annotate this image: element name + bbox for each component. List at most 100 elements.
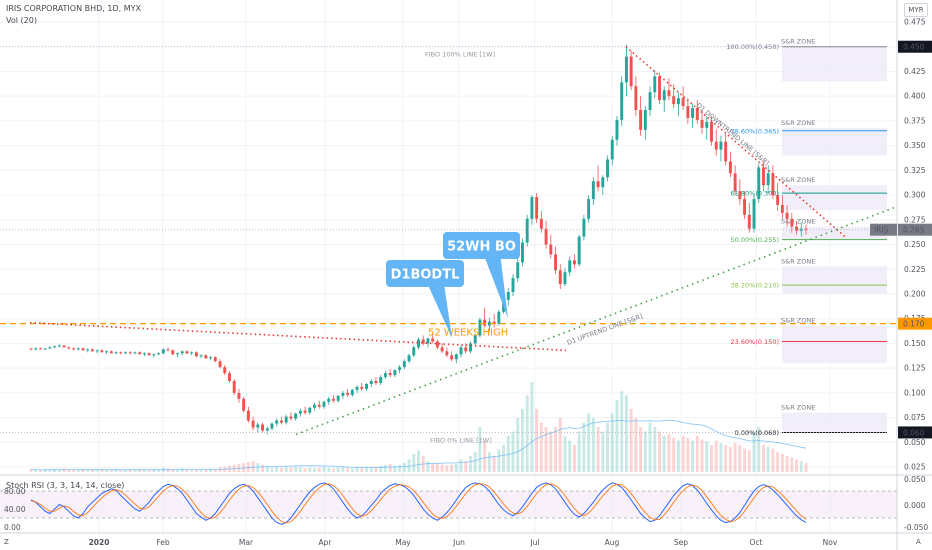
volume-bar <box>72 470 75 472</box>
volume-bar <box>402 463 406 472</box>
volume-bar <box>639 427 643 472</box>
candle-body <box>591 181 595 200</box>
y-tick-label: 0.075 <box>904 413 926 422</box>
candle-body <box>355 386 359 390</box>
candle-body <box>417 339 420 348</box>
volume-bar <box>256 463 260 472</box>
volume-bar <box>185 469 189 472</box>
volume-bar <box>109 470 113 472</box>
currency-button[interactable]: MYR <box>904 3 928 17</box>
volume-bar <box>762 445 765 472</box>
callout-d1bodtl-pointer <box>428 287 452 338</box>
candle-body <box>563 272 567 285</box>
candle-body <box>610 139 614 160</box>
y-tick-label: 0.150 <box>904 339 926 348</box>
candle-body <box>516 262 520 279</box>
volume-bar <box>336 467 340 472</box>
volume-bar <box>180 468 184 472</box>
fibo-100-label: FIBO 100% LINE [1W] <box>425 51 495 59</box>
volume-bar <box>29 469 33 472</box>
candle-body <box>464 347 468 352</box>
volume-bar <box>86 470 90 472</box>
volume-bar <box>246 462 250 472</box>
volume-bar <box>780 454 784 472</box>
volume-bar <box>114 469 118 472</box>
candle-body <box>762 167 765 186</box>
volume-bar <box>166 468 170 472</box>
volume-bar <box>757 427 761 472</box>
x-tick-label: Mar <box>239 538 254 547</box>
volume-bar <box>435 463 439 472</box>
candle-body <box>152 354 156 356</box>
sr-zone-label: S&R ZONE <box>781 176 815 184</box>
volume-bar <box>237 463 241 472</box>
volume-bars <box>29 382 808 472</box>
fib-level-label: 61.80%(0.300) <box>731 190 779 198</box>
y-tick-label: 0.050 <box>904 438 926 447</box>
auto-scale-button[interactable]: A <box>916 538 921 546</box>
candle-body <box>705 121 709 128</box>
stoch-y-tick: 40.00 <box>4 505 26 514</box>
candle-body <box>360 386 364 389</box>
volume-bar <box>128 469 132 472</box>
candle-body <box>728 161 732 174</box>
x-tick-label: Jun <box>452 538 465 547</box>
volume-bar <box>199 470 203 472</box>
volume-bar <box>303 468 307 472</box>
candle-body <box>804 228 808 230</box>
stoch-y-tick: 0.00 <box>4 523 21 532</box>
volume-bar <box>369 467 373 472</box>
candle-body <box>520 242 524 263</box>
volume-bar <box>393 465 397 472</box>
candle-body <box>426 338 430 344</box>
volume-bar <box>539 422 543 472</box>
candle-body <box>29 348 33 350</box>
volume-bar <box>374 466 378 472</box>
volume-bar <box>530 382 534 472</box>
stoch-right-tick: 0.000 <box>904 501 926 510</box>
volume-bar <box>152 469 156 472</box>
volume-bar <box>587 413 591 472</box>
candle-body <box>738 191 742 200</box>
volume-bar <box>568 440 572 472</box>
volume-legend: Vol (20) <box>6 16 37 25</box>
candle-body <box>497 311 501 324</box>
fib-level-label: 23.60%(0.150) <box>731 338 779 346</box>
candle-body <box>582 218 586 237</box>
candle-body <box>251 420 255 428</box>
volume-bar <box>804 463 808 472</box>
candle-body <box>506 292 510 300</box>
volume-bar <box>516 418 520 472</box>
candle-body <box>105 351 109 353</box>
candle-body <box>752 199 756 229</box>
candle-body <box>639 110 643 130</box>
timezone-icon[interactable]: Z <box>4 538 9 546</box>
price-badge <box>898 426 932 439</box>
volume-bar <box>440 464 444 472</box>
candle-body <box>785 212 789 219</box>
candle-body <box>606 159 609 178</box>
volume-bar <box>341 466 345 472</box>
candle-body <box>587 199 591 219</box>
volume-bar <box>445 465 449 472</box>
y-tick-label: 0.100 <box>904 388 926 397</box>
volume-bar <box>138 469 142 472</box>
volume-bar <box>615 400 619 472</box>
x-tick-label: Sep <box>674 538 688 547</box>
candle-body <box>279 420 283 423</box>
volume-bar <box>790 457 794 472</box>
volume-bar <box>747 450 751 472</box>
candle-body <box>53 346 57 348</box>
volume-bar <box>464 461 468 472</box>
volume-bar <box>261 464 265 472</box>
candle-body <box>369 381 373 384</box>
candle-body <box>643 110 647 130</box>
candle-body <box>317 404 321 407</box>
candle-body <box>780 204 784 213</box>
candle-body <box>478 319 482 336</box>
volume-bar <box>733 443 737 472</box>
candle-body <box>412 347 416 356</box>
volume-bar <box>473 452 477 472</box>
symbol-title: IRIS CORPORATION BHD, 1D, MYX <box>6 4 141 13</box>
